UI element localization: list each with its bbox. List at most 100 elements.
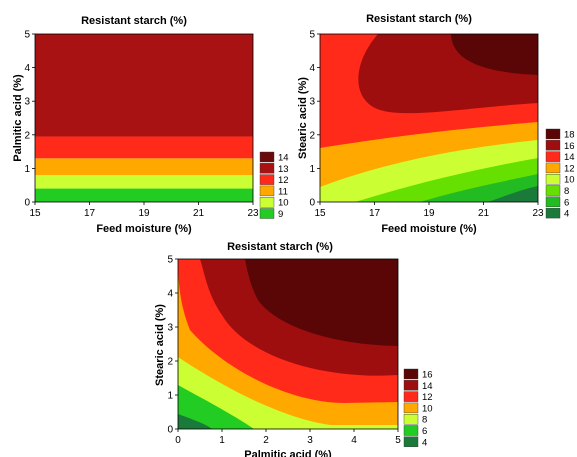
chart-3-x-tick-label: 1 [219, 435, 225, 446]
chart-2-legend-swatch [545, 151, 561, 162]
chart-1-y-tick-label: 3 [24, 97, 30, 108]
chart-1-legend-label: 11 [278, 186, 288, 197]
chart-1-x-tick-label: 23 [247, 208, 259, 219]
chart-2-legend-swatch [545, 196, 561, 208]
chart-3-contour-bands [178, 259, 398, 429]
chart-2-y-tick-label: 4 [309, 63, 315, 74]
chart-3-y-tick-label: 2 [167, 357, 173, 368]
chart-1-band-0 [35, 188, 253, 202]
chart-2-legend-label: 18 [564, 130, 575, 141]
chart-2-x-tick-label: 17 [369, 208, 381, 219]
chart-3-legend-label: 6 [422, 426, 427, 437]
chart-1-legend-label: 13 [278, 164, 289, 175]
chart-1-legend-swatch [259, 185, 275, 197]
chart-3-legend-label: 12 [422, 392, 433, 403]
chart-2-y-tick-label: 2 [309, 130, 315, 141]
chart-1-band-4 [35, 34, 253, 137]
chart-3-y-tick-label: 5 [167, 255, 173, 266]
chart-1-legend-swatch [259, 163, 275, 174]
chart-3-legend-swatch [403, 414, 419, 425]
chart-2-legend-label: 16 [564, 141, 575, 152]
chart-3-legend-swatch [403, 425, 419, 436]
chart-3-x-tick-label: 0 [175, 435, 181, 446]
chart-2-x-tick-label: 15 [314, 208, 326, 219]
chart-2-y-tick-label: 3 [309, 97, 315, 108]
chart-2-legend-label: 6 [564, 197, 569, 208]
chart-1-x-ticks: 15 17 19 21 23 [29, 202, 259, 219]
chart-2-band-4 [488, 186, 538, 202]
chart-3-y-ticks: 0 1 2 3 4 5 [167, 255, 178, 436]
chart-1-band-2 [35, 158, 253, 176]
chart-2-title: Resistant starch (%) [366, 13, 472, 25]
chart-2-legend-swatch [545, 173, 561, 185]
chart-1-x-tick-label: 15 [29, 208, 41, 219]
chart-2-y-tick-label: 0 [309, 198, 315, 209]
chart-1-legend-label: 14 [278, 153, 289, 164]
chart-3-legend-label: 10 [422, 403, 433, 414]
chart-3-legend-label: 4 [422, 437, 427, 448]
chart-2-y-axis-label: Stearic acid (%) [297, 77, 309, 159]
chart-1-title: Resistant starch (%) [81, 15, 187, 27]
chart-3-y-tick-label: 0 [167, 425, 173, 436]
chart-2-band-18 [451, 34, 538, 75]
chart-1-y-tick-label: 4 [24, 63, 30, 74]
chart-3-x-tick-label: 5 [395, 435, 401, 446]
chart-3-y-tick-label: 3 [167, 323, 173, 334]
chart-2-legend-swatch [545, 162, 561, 174]
chart-3-x-tick-label: 3 [307, 435, 313, 446]
chart-1-x-tick-label: 21 [193, 208, 205, 219]
chart-1-x-tick-label: 17 [84, 208, 96, 219]
chart-1-x-tick-label: 19 [138, 208, 150, 219]
chart-1-legend-label: 12 [278, 175, 289, 186]
chart-1-legend-swatch [259, 151, 275, 163]
chart-2-legend-label: 4 [564, 209, 569, 220]
chart-1-y-tick-label: 5 [24, 30, 30, 41]
chart-3-legend-label: 14 [422, 381, 433, 392]
chart-2-x-axis-label: Feed moisture (%) [381, 223, 477, 235]
chart-2-y-tick-label: 5 [309, 30, 315, 41]
chart-2-x-ticks: 15 17 19 21 23 [314, 202, 544, 219]
chart-3-title: Resistant starch (%) [227, 241, 333, 253]
chart-1-y-ticks: 0 1 2 3 4 5 [24, 30, 35, 209]
chart-3-legend-swatch [403, 368, 419, 380]
chart-3-x-tick-label: 4 [351, 435, 357, 446]
chart-3-legend-swatch [403, 436, 419, 447]
chart-1-legend-swatch [259, 196, 275, 208]
chart-3-legend-swatch [403, 402, 419, 414]
chart-1-legend-swatch [259, 174, 275, 185]
chart-1-y-tick-label: 1 [24, 164, 30, 175]
chart-2-legend-swatch [545, 207, 561, 219]
chart-3-x-tick-label: 2 [263, 435, 269, 446]
chart-3-legend-label: 16 [422, 370, 433, 381]
chart-2-legend-label: 12 [564, 163, 575, 174]
chart-3-y-tick-label: 4 [167, 289, 173, 300]
chart-1-y-axis-label: Palmitic acid (%) [12, 74, 24, 162]
chart-1-legend-swatch [259, 208, 275, 219]
chart-1-x-axis-label: Feed moisture (%) [96, 223, 192, 235]
chart-1-legend-label: 10 [278, 198, 289, 209]
chart-3-y-tick-label: 1 [167, 391, 173, 402]
chart-3-x-axis-label: Palmitic acid (%) [244, 449, 332, 457]
chart-3-x-ticks: 0 1 2 3 4 5 [175, 429, 401, 446]
chart-3-legend-swatch [403, 391, 419, 402]
chart-2-contour-bands [320, 34, 538, 202]
chart-3-legend-swatch [403, 380, 419, 391]
chart-2-legend-label: 14 [564, 152, 575, 163]
chart-1-legend-label: 9 [278, 209, 283, 220]
chart-1-band-3 [35, 136, 253, 159]
chart-1-y-tick-label: 0 [24, 198, 30, 209]
chart-3-plot-frame [177, 258, 399, 430]
chart-2-y-ticks: 0 1 2 3 4 5 [309, 30, 320, 209]
chart-1-band-1 [35, 175, 253, 189]
chart-2-y-tick-label: 1 [309, 164, 315, 175]
chart-2-x-tick-label: 21 [478, 208, 490, 219]
chart-2-legend-swatch [545, 185, 561, 196]
chart-1-contour-bands [35, 34, 253, 202]
chart-2-legend-label: 8 [564, 186, 569, 197]
chart-3-legend-label: 8 [422, 415, 427, 426]
